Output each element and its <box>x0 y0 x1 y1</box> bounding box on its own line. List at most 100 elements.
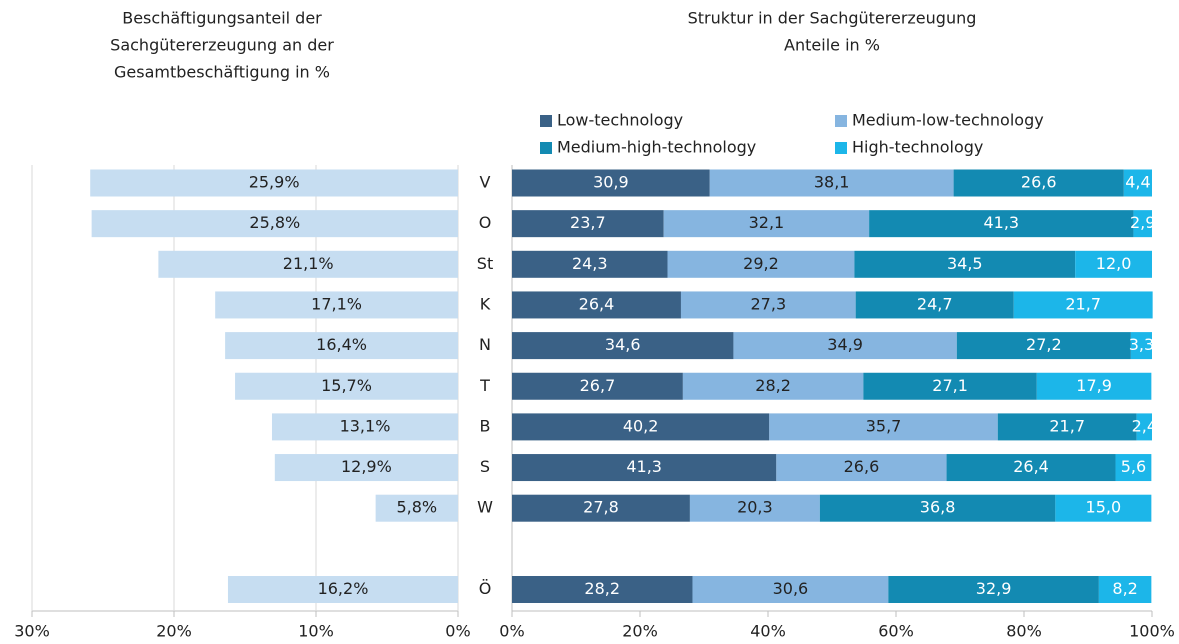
bar <box>215 291 458 319</box>
value-label: 26,7 <box>580 376 616 395</box>
stacked-bar-segment <box>1133 210 1152 238</box>
x-tick-label: 20% <box>622 622 658 641</box>
x-tick-label: 10% <box>298 622 334 641</box>
stacked-bar-segment <box>512 576 693 603</box>
stacked-bar-segment <box>1115 454 1152 482</box>
value-label: 5,8% <box>396 498 437 517</box>
value-label: 34,5 <box>947 254 983 273</box>
value-label: 15,7% <box>321 376 372 395</box>
stacked-bar-segment <box>863 372 1037 400</box>
category-label: V <box>480 173 491 192</box>
x-tick-label: 0% <box>445 622 470 641</box>
value-label: 24,3 <box>572 254 608 273</box>
stacked-bar-segment <box>512 169 710 197</box>
stacked-bar-segment <box>1036 372 1152 400</box>
stacked-bar-segment <box>888 576 1099 603</box>
stacked-bar-segment <box>709 169 954 197</box>
category-label: Ö <box>479 579 492 598</box>
chart-title: Struktur in der Sachgütererzeugung <box>688 9 977 28</box>
bar <box>235 372 458 400</box>
stacked-bar-segment <box>512 332 734 360</box>
category-label: W <box>477 498 493 517</box>
stacked-bar-segment <box>956 332 1131 360</box>
stacked-bar-segment <box>1055 494 1152 522</box>
value-label: 30,9 <box>593 173 629 192</box>
stacked-bar-segment <box>1130 332 1152 360</box>
value-label: 26,6 <box>844 457 880 476</box>
bar <box>227 576 458 603</box>
value-label: 12,0 <box>1096 254 1132 273</box>
stacked-bar-segment <box>953 169 1124 197</box>
value-label: 21,7 <box>1065 294 1101 313</box>
value-label: 26,4 <box>579 294 615 313</box>
value-label: 32,1 <box>749 213 785 232</box>
value-label: 17,9 <box>1076 376 1112 395</box>
category-label: B <box>480 416 491 435</box>
value-label: 35,7 <box>866 416 902 435</box>
x-tick-label: 20% <box>156 622 192 641</box>
value-label: 16,4% <box>316 335 367 354</box>
value-label: 2,9 <box>1130 213 1155 232</box>
legend-label: High-technology <box>852 138 983 157</box>
value-label: 15,0 <box>1086 498 1122 517</box>
stacked-bar-segment <box>512 454 777 482</box>
value-label: 12,9% <box>341 457 392 476</box>
value-label: 24,7 <box>917 294 953 313</box>
stacked-bar-segment <box>512 372 683 400</box>
stacked-bar-segment <box>689 494 820 522</box>
x-tick-label: 0% <box>499 622 524 641</box>
stacked-bar-segment <box>855 291 1014 319</box>
value-label: 27,2 <box>1026 335 1062 354</box>
value-label: 5,6 <box>1121 457 1146 476</box>
value-label: 23,7 <box>570 213 606 232</box>
value-label: 26,4 <box>1013 457 1049 476</box>
value-label: 38,1 <box>814 173 850 192</box>
x-tick-label: 30% <box>14 622 50 641</box>
stacked-bar-segment <box>667 250 855 278</box>
value-label: 13,1% <box>340 416 391 435</box>
stacked-bar-segment <box>512 413 770 441</box>
category-label: T <box>479 376 490 395</box>
bar <box>91 210 458 238</box>
value-label: 8,2 <box>1112 579 1137 598</box>
legend-swatch <box>835 115 847 127</box>
bar <box>271 413 458 441</box>
bar <box>225 332 458 360</box>
stacked-bar-segment <box>512 494 690 522</box>
value-label: 36,8 <box>920 498 956 517</box>
category-label: St <box>477 254 493 273</box>
value-label: 28,2 <box>755 376 791 395</box>
stacked-bar-segment <box>692 576 889 603</box>
legend-swatch <box>540 142 552 154</box>
value-label: 28,2 <box>584 579 620 598</box>
stacked-bar-segment <box>512 250 668 278</box>
value-label: 27,8 <box>583 498 619 517</box>
stacked-bar-segment <box>1136 413 1152 441</box>
value-label: 41,3 <box>626 457 662 476</box>
legend-swatch <box>540 115 552 127</box>
value-label: 26,6 <box>1021 173 1057 192</box>
value-label: 27,1 <box>932 376 968 395</box>
stacked-bar-segment <box>680 291 856 319</box>
chart-title: Beschäftigungsanteil der <box>122 9 322 28</box>
chart-title: Sachgütererzeugung an der <box>110 36 334 55</box>
stacked-bar-segment <box>663 210 870 238</box>
category-label: S <box>480 457 490 476</box>
chart-title: Anteile in % <box>784 36 880 55</box>
category-label: K <box>480 294 491 313</box>
bar <box>274 454 458 482</box>
value-label: 29,2 <box>743 254 779 273</box>
chart-title: Gesamtbeschäftigung in % <box>114 63 330 82</box>
stacked-bar-segment <box>769 413 998 441</box>
stacked-bar-segment <box>946 454 1116 482</box>
stacked-bar-segment <box>1098 576 1152 603</box>
stacked-bar-segment <box>869 210 1134 238</box>
value-label: 16,2% <box>318 579 369 598</box>
value-label: 21,1% <box>283 254 334 273</box>
value-label: 17,1% <box>311 294 362 313</box>
value-label: 20,3 <box>737 498 773 517</box>
bar <box>375 494 458 522</box>
value-label: 4,4 <box>1125 173 1150 192</box>
stacked-bar-segment <box>512 291 681 319</box>
